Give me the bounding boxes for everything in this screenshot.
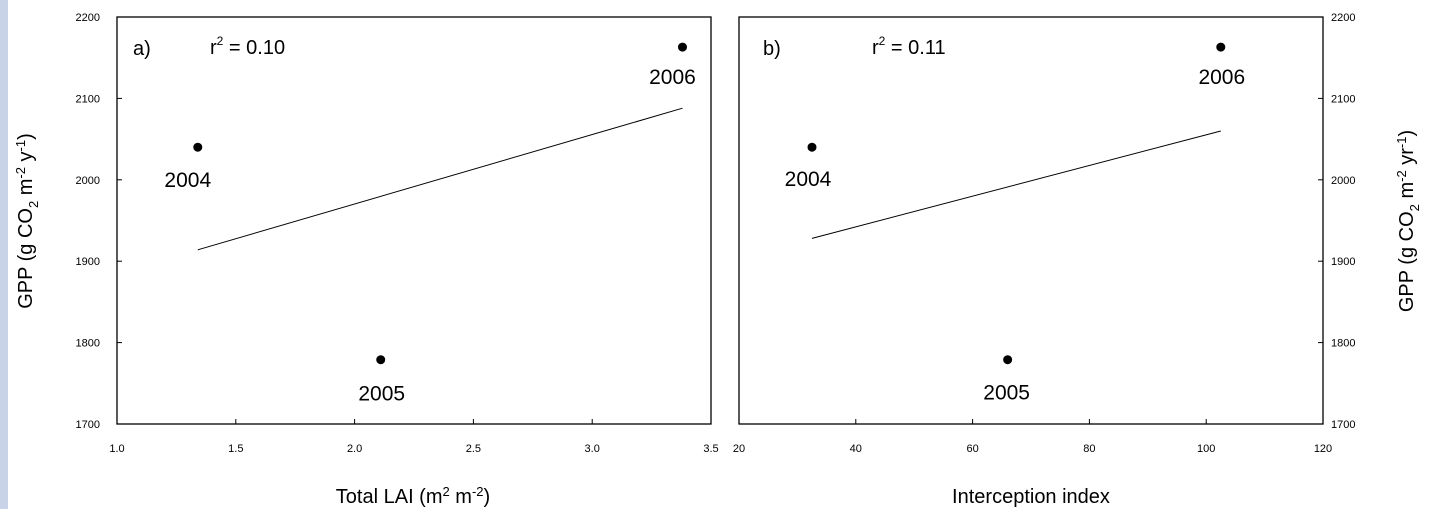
x-tick-label: 120: [1314, 443, 1332, 455]
y-tick-label: 1900: [1331, 256, 1355, 268]
data-point-2006: [677, 42, 687, 52]
panel-a-chart: 1.0 1.5 2.0 2.5 3.0 3.5 1700 1800 1900 2000 2100 2…: [13, 12, 719, 508]
y-tick-label: 2200: [1331, 12, 1355, 24]
panel-a-y-ticks: 1700 1800 1900 2000 2100 2200: [76, 12, 122, 431]
panel-b-fit-line-group: [811, 130, 1221, 239]
y-tick-label: 1700: [1331, 419, 1355, 431]
regression-line: [197, 107, 683, 251]
panel-b-chart: 20 40 60 80 100 120 170018001900200021002200 …: [733, 12, 1422, 508]
data-point-2005: [376, 355, 386, 365]
data-point-2005: [1003, 355, 1013, 365]
panel-a-x-ticks: 1.0 1.5 2.0 2.5 3.0 3.5: [109, 419, 719, 455]
y-tick-label: 2000: [76, 175, 100, 187]
y-tick-label: 1800: [1331, 338, 1355, 350]
data-point-2004: [807, 142, 817, 152]
panel-a-r2: r2 = 0.10: [210, 34, 285, 59]
x-tick-label: 1.5: [228, 443, 243, 455]
y-tick-label: 2100: [76, 93, 100, 105]
panel-a-points: 2004 2005 2006: [164, 42, 696, 406]
x-tick-label: 60: [966, 443, 978, 455]
data-point-2006: [1216, 42, 1226, 52]
point-label-2004: 2004: [785, 168, 832, 191]
x-tick-label: 2.0: [347, 443, 362, 455]
left-edge-strip: [0, 0, 8, 509]
panel-a-fit-line-group: [197, 107, 683, 251]
point-label-2005: 2005: [358, 383, 405, 406]
x-tick-label: 3.5: [703, 443, 718, 455]
panel-b-y-axis-title: GPP (g CO2 m-2 yr-1): [1394, 130, 1422, 312]
panel-b-label: b): [763, 38, 781, 60]
y-tick-label: 1900: [76, 256, 100, 268]
point-label-2004: 2004: [164, 169, 211, 192]
panel-a-y-axis-title: GPP (g CO2 m-2 y-1): [13, 133, 41, 309]
point-label-2006: 2006: [649, 66, 696, 89]
panel-b-y-ticks: 1700 1800 1900 2000 2100 2200: [1318, 12, 1355, 431]
x-tick-label: 80: [1083, 443, 1095, 455]
x-tick-label: 1.0: [109, 443, 124, 455]
data-point-2004: [193, 142, 203, 152]
point-label-2005: 2005: [983, 382, 1030, 405]
x-tick-label: 20: [733, 443, 745, 455]
panel-b-points: 2004 2005 2006: [785, 42, 1245, 405]
panel-a-plot-frame: [116, 16, 712, 425]
point-label-2006: 2006: [1198, 66, 1245, 89]
y-tick-label: 2200: [76, 12, 100, 24]
x-tick-label: 100: [1197, 443, 1215, 455]
panel-a-x-axis-title: Total LAI (m2 m-2): [336, 484, 490, 508]
y-tick-label: 1800: [76, 338, 100, 350]
panel-b-r2: r2 = 0.11: [872, 34, 946, 59]
y-tick-label: 2000: [1331, 175, 1355, 187]
y-tick-label: 2100: [1331, 93, 1355, 105]
panel-b-x-ticks: 20 40 60 80 100 120: [733, 419, 1332, 455]
y-tick-label: 1700: [76, 419, 100, 431]
panel-b-plot-frame: [738, 16, 1324, 425]
regression-line: [811, 130, 1221, 239]
x-tick-label: 2.5: [466, 443, 481, 455]
panel-a-label: a): [133, 38, 151, 60]
x-tick-label: 3.0: [585, 443, 600, 455]
panel-b-x-axis-title: Interception index: [952, 486, 1110, 508]
x-tick-label: 40: [850, 443, 862, 455]
